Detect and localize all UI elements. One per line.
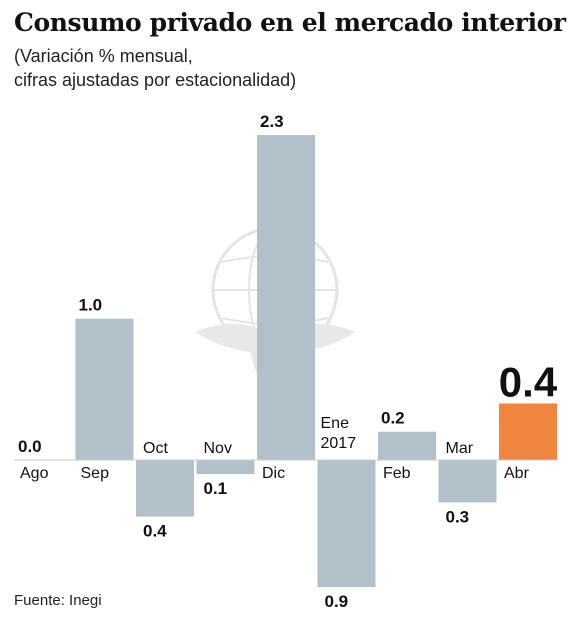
bar-dic [257,135,315,460]
value-label-feb: 0.2 [381,409,405,428]
chart-title: Consumo privado en el mercado interior [14,8,566,37]
category-label-feb: Feb [383,465,411,482]
bar-abr [499,403,557,460]
bars-layer [75,135,557,588]
labels-layer: 0.0 Ago 1.0 Sep 0.4 Oct 0.1 Nov 2.3 Dic 0.9 Ene 2017… [18,112,558,611]
bar-nov [196,460,255,475]
category-label-ene: Ene [321,415,350,432]
bar-sep [75,318,134,460]
subtitle-line-1: (Variación % mensual, [14,46,193,66]
source-note: Fuente: Inegi [14,592,102,609]
bar-oct [136,460,194,517]
value-label-mar: 0.3 [446,507,470,526]
value-label-sep: 1.0 [79,296,103,315]
category-label-sep: Sep [81,465,110,482]
category-label-mar: Mar [446,440,474,457]
value-label-nov: 0.1 [204,479,228,498]
value-label-ene: 0.9 [325,592,349,611]
value-label-ago: 0.0 [18,437,42,456]
subtitle-line-2: cifras ajustadas por estacionalidad) [14,70,297,90]
category-label-ago: Ago [20,465,49,482]
bar-feb [378,431,436,460]
value-label-oct: 0.4 [143,522,167,541]
bar-ene [317,460,376,588]
bar-mar [438,460,497,503]
value-label-abr: 0.4 [499,358,558,405]
value-label-dic: 2.3 [260,112,284,131]
category-label-nov: Nov [204,440,232,457]
chart-subtitle: (Variación % mensual, cifras ajustadas p… [14,44,296,92]
category-label-abr: Abr [504,465,530,482]
category-label-oct: Oct [143,440,168,457]
category-label-dic: Dic [262,465,285,482]
category-year-ene: 2017 [321,435,357,452]
